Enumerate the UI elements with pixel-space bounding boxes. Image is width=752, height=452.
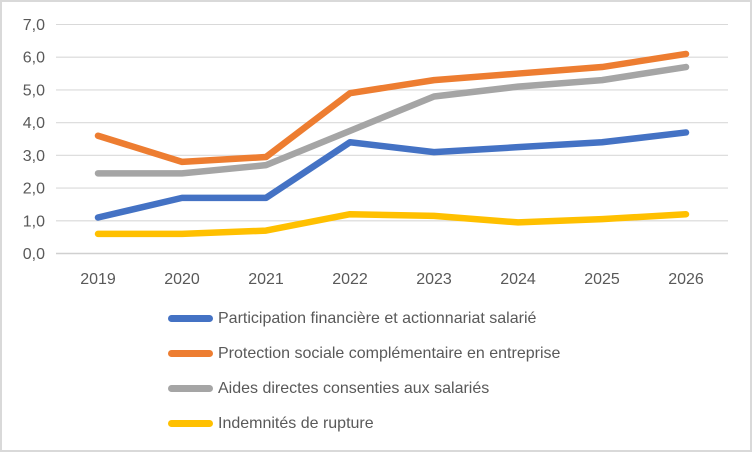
x-axis-tick-label: 2021	[248, 271, 284, 288]
y-axis-tick-label: 1,0	[23, 213, 45, 230]
legend-item: Aides directes consenties aux salariés	[168, 371, 560, 406]
y-axis-tick-label: 0,0	[23, 246, 45, 263]
legend-item: Protection sociale complémentaire en ent…	[168, 336, 560, 371]
legend-label: Protection sociale complémentaire en ent…	[218, 344, 561, 362]
y-axis-tick-label: 3,0	[23, 148, 45, 165]
legend-label: Participation financière et actionnariat…	[218, 309, 537, 327]
x-axis-tick-label: 2026	[668, 271, 704, 288]
legend-item: Indemnités de rupture	[168, 406, 560, 441]
y-axis-tick-label: 4,0	[23, 115, 45, 132]
chart-legend: Participation financière et actionnariat…	[168, 301, 560, 441]
legend-line-swatch	[168, 315, 213, 322]
legend-line-swatch	[168, 350, 213, 357]
series-line-1	[94, 50, 690, 166]
y-axis-tick-label: 5,0	[23, 82, 45, 99]
series-line-2	[94, 63, 690, 177]
legend-item: Participation financière et actionnariat…	[168, 301, 560, 336]
x-axis-tick-label: 2022	[332, 271, 368, 288]
x-axis-tick-label: 2019	[80, 271, 116, 288]
y-axis-tick-label: 2,0	[23, 181, 45, 198]
legend-line-swatch	[168, 420, 213, 427]
y-axis-tick-label: 6,0	[23, 50, 45, 67]
legend-label: Indemnités de rupture	[218, 414, 374, 432]
legend-line-swatch	[168, 385, 213, 392]
x-axis-tick-label: 2025	[584, 271, 620, 288]
x-axis-tick-label: 2023	[416, 271, 452, 288]
x-axis-tick-label: 2020	[164, 271, 200, 288]
y-axis-tick-label: 7,0	[23, 17, 45, 34]
series-line-0	[94, 129, 690, 221]
x-axis-tick-label: 2024	[500, 271, 536, 288]
series-line-3	[94, 210, 690, 238]
legend-label: Aides directes consenties aux salariés	[218, 379, 490, 397]
